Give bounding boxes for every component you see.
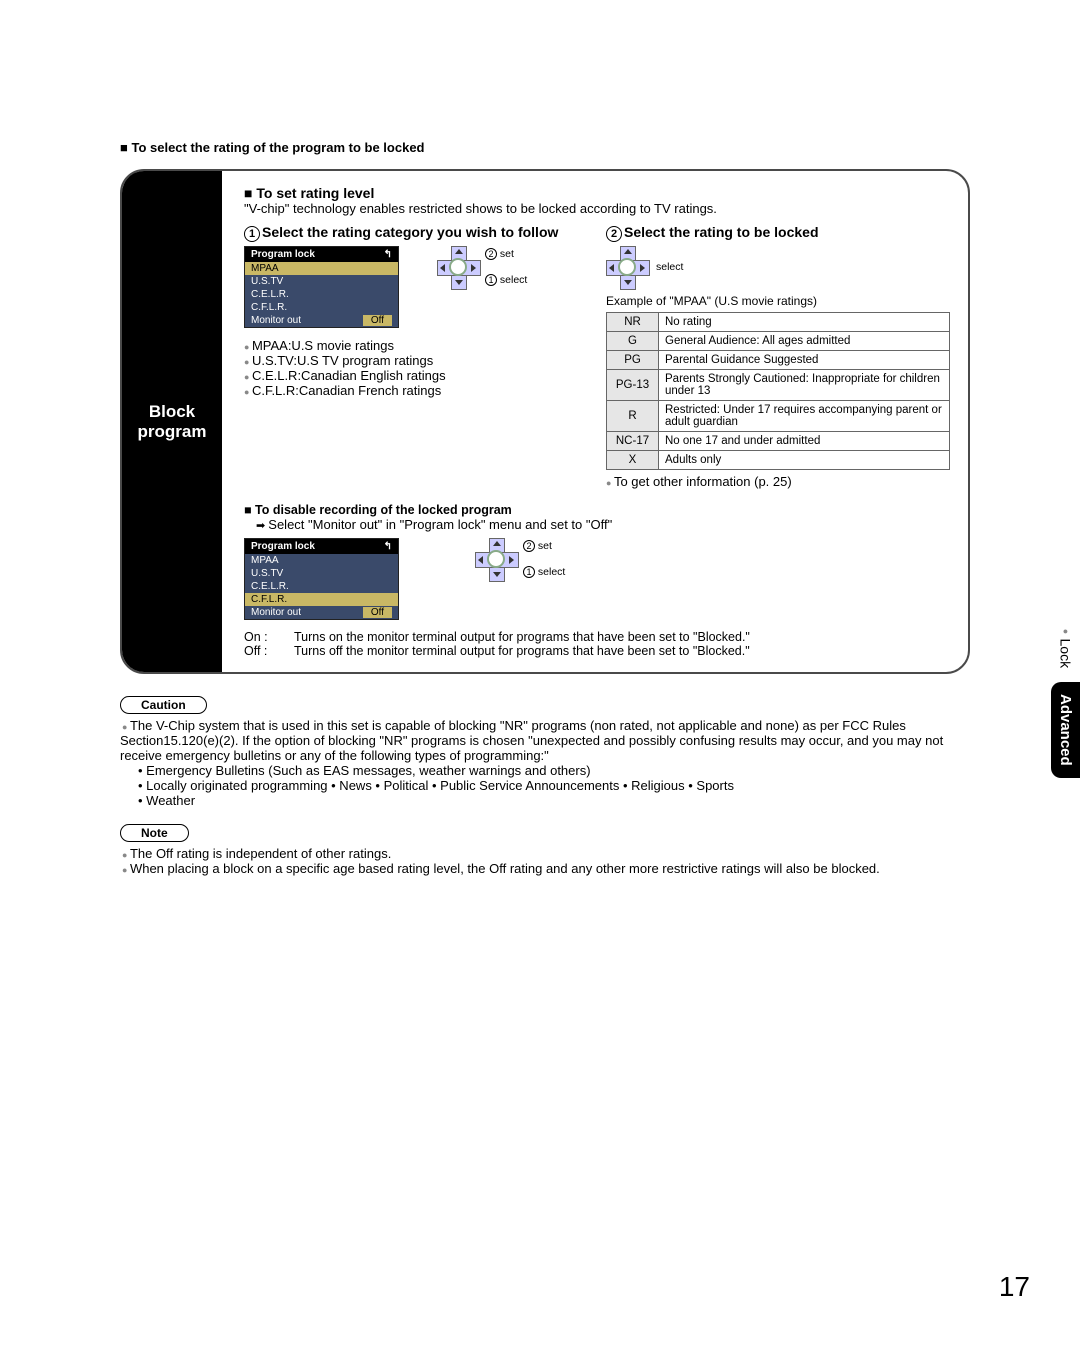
menu2-celr[interactable]: C.E.L.R. <box>245 580 398 593</box>
disable-select-label: select <box>538 566 565 578</box>
on-text: Turns on the monitor terminal output for… <box>294 630 750 644</box>
note-section: Note The Off rating is independent of ot… <box>120 824 970 876</box>
disable-recording-section: To disable recording of the locked progr… <box>244 503 950 658</box>
step1-number: 1 <box>244 226 260 242</box>
page-number: 17 <box>999 1271 1030 1303</box>
menu2-monitor-out[interactable]: Monitor out <box>251 607 301 618</box>
program-lock-menu-1[interactable]: Program lock ↰ MPAA U.S.TV C.E.L.R. C.F.L… <box>244 246 399 328</box>
dpad-icon-2 <box>606 246 648 288</box>
menu2-mpaa[interactable]: MPAA <box>245 554 398 567</box>
menu1-monitor-out[interactable]: Monitor out <box>251 315 301 326</box>
menu2-title: Program lock <box>251 541 315 552</box>
caution-body: The V-Chip system that is used in this s… <box>120 718 943 763</box>
rating-g-desc: General Audience: All ages admitted <box>659 332 950 351</box>
side-tab: Lock Advanced <box>1051 620 1080 778</box>
caution-badge: Caution <box>120 696 207 714</box>
step1-select-label: select <box>500 274 527 286</box>
more-info-link: To get other information (p. 25) <box>606 474 950 489</box>
rating-x: X <box>607 451 659 470</box>
rating-nr-desc: No rating <box>659 313 950 332</box>
dpad-icon-3 <box>475 538 517 580</box>
ratings-table: NRNo rating GGeneral Audience: All ages … <box>606 312 950 470</box>
step-1: 1Select the rating category you wish to … <box>244 224 588 489</box>
block-program-label: Blockprogram <box>122 171 222 672</box>
caution-item-3: • Weather <box>138 793 970 808</box>
step-2: 2Select the rating to be locked select E… <box>606 224 950 489</box>
menu2-ustv[interactable]: U.S.TV <box>245 567 398 580</box>
menu1-mpaa[interactable]: MPAA <box>245 262 398 275</box>
rating-x-desc: Adults only <box>659 451 950 470</box>
rating-cat-ustv: U.S.TV:U.S TV program ratings <box>244 353 588 368</box>
section-header: To select the rating of the program to b… <box>120 140 970 155</box>
block-program-panel: Blockprogram To set rating level "V-chip… <box>120 169 970 674</box>
note-item-1: The Off rating is independent of other r… <box>120 846 391 861</box>
step1-set-label: set <box>500 248 514 260</box>
step1-title: Select the rating category you wish to f… <box>262 224 558 240</box>
note-item-2: When placing a block on a specific age b… <box>120 861 880 876</box>
rating-cat-celr: C.E.L.R:Canadian English ratings <box>244 368 588 383</box>
disable-set-label: set <box>538 540 552 552</box>
rating-cat-cflr: C.F.L.R:Canadian French ratings <box>244 383 588 398</box>
side-tab-lock: Lock <box>1052 620 1080 682</box>
note-badge: Note <box>120 824 189 842</box>
caution-item-1: • Emergency Bulletins (Such as EAS messa… <box>138 763 970 778</box>
rating-nc17-desc: No one 17 and under admitted <box>659 432 950 451</box>
rating-cat-mpaa: MPAA:U.S movie ratings <box>244 338 588 353</box>
menu1-celr[interactable]: C.E.L.R. <box>245 288 398 301</box>
menu2-monitor-out-value: Off <box>363 607 392 618</box>
rating-r: R <box>607 401 659 432</box>
on-label: On : <box>244 630 294 644</box>
dpad-icon <box>437 246 479 288</box>
off-text: Turns off the monitor terminal output fo… <box>294 644 750 658</box>
menu1-ustv[interactable]: U.S.TV <box>245 275 398 288</box>
mpaa-example-label: Example of "MPAA" (U.S movie ratings) <box>606 294 950 308</box>
disable-rec-instruction: Select "Monitor out" in "Program lock" m… <box>244 517 950 532</box>
rating-pg: PG <box>607 351 659 370</box>
step2-select-label: select <box>656 261 683 273</box>
menu1-cflr[interactable]: C.F.L.R. <box>245 301 398 314</box>
rating-r-desc: Restricted: Under 17 requires accompanyi… <box>659 401 950 432</box>
back-icon: ↰ <box>384 249 392 260</box>
side-tab-advanced: Advanced <box>1051 682 1080 778</box>
off-label: Off : <box>244 644 294 658</box>
menu2-cflr[interactable]: C.F.L.R. <box>245 593 398 606</box>
step2-title: Select the rating to be locked <box>624 224 819 240</box>
back-icon-2: ↰ <box>384 541 392 552</box>
menu1-title: Program lock <box>251 249 315 260</box>
step2-number: 2 <box>606 226 622 242</box>
program-lock-menu-2[interactable]: Program lock ↰ MPAA U.S.TV C.E.L.R. C.F.L… <box>244 538 399 620</box>
disable-rec-heading: To disable recording of the locked progr… <box>244 503 950 517</box>
caution-item-2: • Locally originated programming • News … <box>138 778 970 793</box>
rating-g: G <box>607 332 659 351</box>
menu1-monitor-out-value: Off <box>363 315 392 326</box>
rating-pg13: PG-13 <box>607 370 659 401</box>
rating-pg13-desc: Parents Strongly Cautioned: Inappropriat… <box>659 370 950 401</box>
set-rating-heading: To set rating level <box>244 185 950 201</box>
caution-section: Caution The V-Chip system that is used i… <box>120 696 970 808</box>
vchip-subtext: "V-chip" technology enables restricted s… <box>244 201 950 216</box>
rating-pg-desc: Parental Guidance Suggested <box>659 351 950 370</box>
rating-nr: NR <box>607 313 659 332</box>
rating-nc17: NC-17 <box>607 432 659 451</box>
